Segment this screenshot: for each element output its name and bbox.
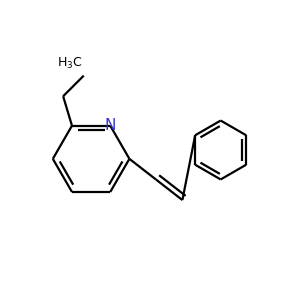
Text: N: N [105,118,116,133]
Text: H$_3$C: H$_3$C [57,56,82,71]
